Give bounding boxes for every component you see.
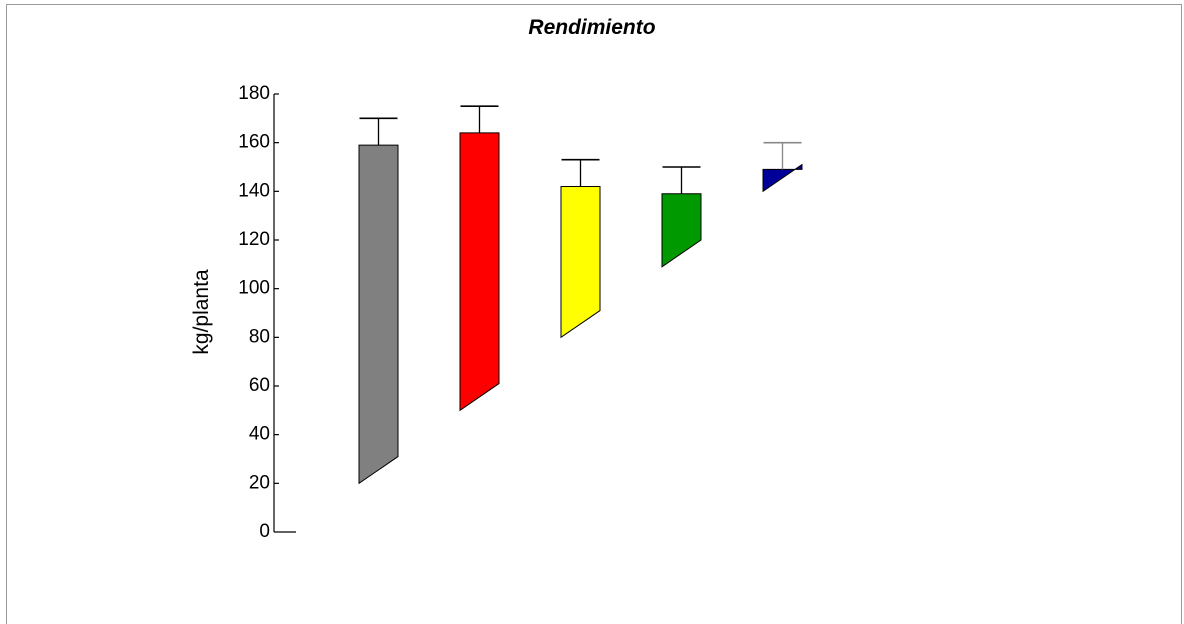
bar-4 — [661, 193, 702, 268]
y-axis: 0 20 40 60 80 100 120 140 160 180 — [238, 83, 296, 542]
y-tick-label: 140 — [238, 180, 270, 201]
y-tick-label: 180 — [238, 83, 270, 104]
bar-2 — [459, 132, 500, 412]
chart-title: Rendimiento — [528, 16, 656, 39]
y-tick-label: 0 — [259, 521, 270, 542]
y-tick-label: 100 — [238, 278, 270, 299]
bar-1 — [358, 144, 399, 485]
y-tick-label: 120 — [238, 229, 270, 250]
bar-3 — [560, 185, 601, 339]
chart-frame — [6, 4, 1182, 624]
y-axis-label: kg/planta — [190, 269, 213, 355]
y-tick-label: 40 — [249, 424, 270, 445]
y-tick-label: 20 — [249, 472, 270, 493]
y-tick-label: 160 — [238, 132, 270, 153]
y-tick-label: 80 — [249, 326, 270, 347]
bar-5 — [762, 163, 803, 193]
bars — [358, 105, 803, 485]
y-tick-label: 60 — [249, 375, 270, 396]
